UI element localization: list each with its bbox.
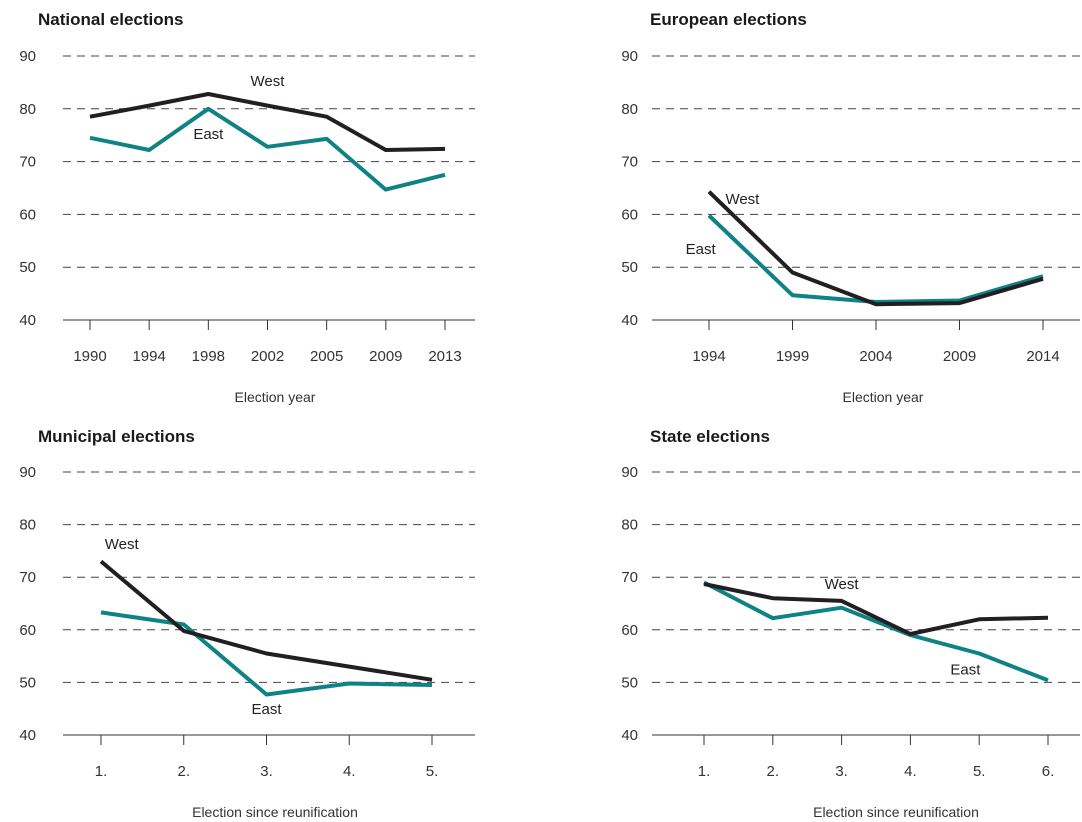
x-tick-label: 1999 xyxy=(776,348,809,365)
series-line-east xyxy=(89,106,446,192)
y-tick-label: 60 xyxy=(621,206,638,223)
series-label: East xyxy=(686,241,717,258)
y-tick-label: 90 xyxy=(19,48,36,65)
x-tick-label: 5. xyxy=(973,763,986,780)
series-line-east xyxy=(100,610,433,697)
y-tick-label: 50 xyxy=(19,259,36,276)
panel-title: European elections xyxy=(650,10,807,29)
series-line-west xyxy=(89,92,446,152)
panel-title: Municipal elections xyxy=(38,427,195,446)
series-line-west xyxy=(703,582,1049,636)
x-tick-label: 2009 xyxy=(943,348,976,365)
series-line-west xyxy=(707,190,1044,307)
x-axis-title: Election since reunification xyxy=(192,804,358,820)
panel-title: National elections xyxy=(38,10,183,29)
y-tick-label: 60 xyxy=(19,622,36,639)
y-tick-label: 70 xyxy=(621,569,638,586)
x-axis-title: Election year xyxy=(235,389,316,405)
y-tick-label: 70 xyxy=(19,569,36,586)
x-tick-label: 4. xyxy=(904,763,917,780)
series-line-west xyxy=(99,559,433,682)
y-tick-label: 90 xyxy=(621,48,638,65)
y-tick-label: 80 xyxy=(19,101,36,118)
y-tick-label: 40 xyxy=(621,312,638,329)
series-label: East xyxy=(950,662,981,679)
y-tick-label: 40 xyxy=(621,727,638,744)
x-tick-label: 2002 xyxy=(251,348,284,365)
x-tick-label: 2009 xyxy=(369,348,402,365)
y-tick-label: 80 xyxy=(19,517,36,534)
x-tick-label: 2013 xyxy=(428,348,461,365)
y-tick-label: 80 xyxy=(621,101,638,118)
y-tick-label: 50 xyxy=(621,259,638,276)
x-tick-label: 3. xyxy=(260,763,273,780)
y-tick-label: 40 xyxy=(19,312,36,329)
series-label: West xyxy=(105,536,140,553)
x-tick-label: 1. xyxy=(95,763,108,780)
x-tick-label: 2. xyxy=(177,763,190,780)
y-tick-label: 90 xyxy=(621,464,638,481)
series-line-east xyxy=(703,580,1049,683)
x-tick-label: 1994 xyxy=(132,348,165,365)
x-tick-label: 1998 xyxy=(192,348,225,365)
series-label: West xyxy=(251,73,286,90)
series-label: East xyxy=(193,126,224,143)
x-tick-label: 6. xyxy=(1042,763,1055,780)
x-tick-label: 1994 xyxy=(692,348,725,365)
x-tick-label: 2014 xyxy=(1026,348,1059,365)
x-axis-title: Election year xyxy=(843,389,924,405)
y-tick-label: 50 xyxy=(19,674,36,691)
y-tick-label: 60 xyxy=(621,622,638,639)
x-tick-label: 5. xyxy=(426,763,439,780)
y-tick-label: 60 xyxy=(19,206,36,223)
panel-title: State elections xyxy=(650,427,770,446)
series-label: East xyxy=(251,701,282,718)
x-tick-label: 2005 xyxy=(310,348,343,365)
y-tick-label: 90 xyxy=(19,464,36,481)
y-tick-label: 70 xyxy=(19,154,36,171)
series-label: West xyxy=(725,191,760,208)
y-tick-label: 40 xyxy=(19,727,36,744)
x-tick-label: 3. xyxy=(835,763,848,780)
series-label: West xyxy=(825,576,860,593)
x-tick-label: 4. xyxy=(343,763,356,780)
x-tick-label: 1990 xyxy=(73,348,106,365)
x-tick-label: 1. xyxy=(698,763,711,780)
y-tick-label: 80 xyxy=(621,517,638,534)
series-line-east xyxy=(707,214,1044,304)
x-axis-title: Election since reunification xyxy=(813,804,979,820)
x-tick-label: 2. xyxy=(767,763,780,780)
x-tick-label: 2004 xyxy=(859,348,892,365)
y-tick-label: 50 xyxy=(621,674,638,691)
y-tick-label: 70 xyxy=(621,154,638,171)
